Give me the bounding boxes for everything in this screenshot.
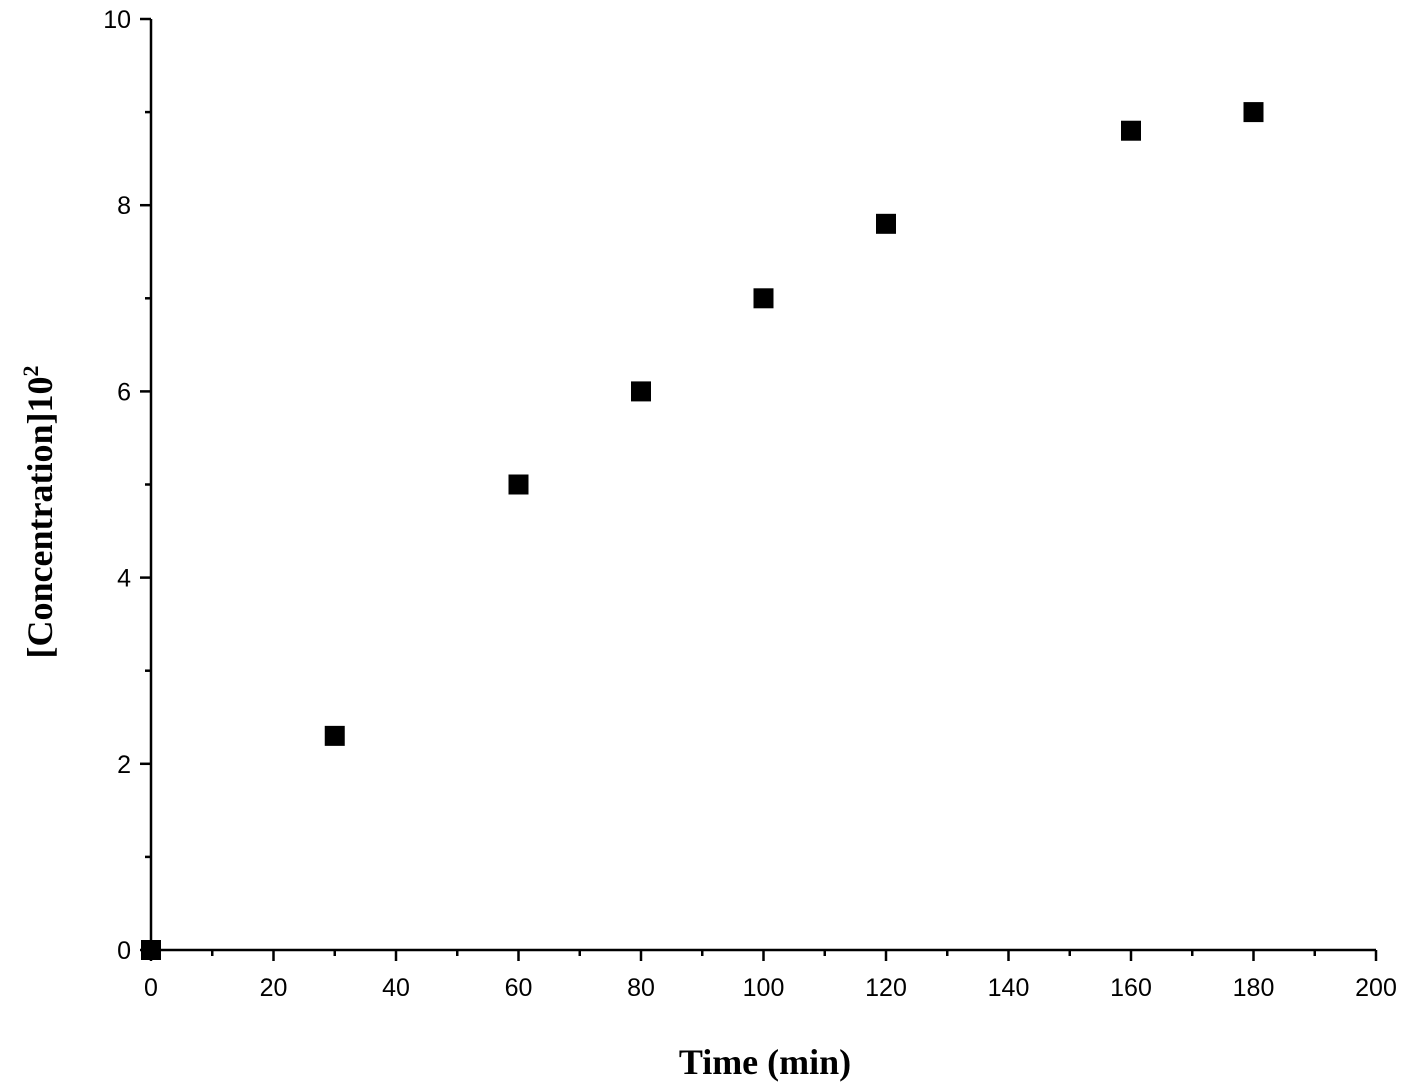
- y-tick-label: 6: [117, 378, 131, 406]
- data-points: [141, 102, 1264, 960]
- y-tick-label: 2: [117, 751, 131, 779]
- data-point: [324, 725, 345, 746]
- data-point: [141, 940, 161, 960]
- data-point: [753, 288, 774, 309]
- x-tick-label: 80: [627, 974, 655, 1002]
- x-tick-label: 160: [1110, 974, 1152, 1002]
- x-tick-label: 120: [865, 974, 907, 1002]
- data-point: [876, 213, 896, 234]
- x-tick-label: 0: [144, 974, 158, 1002]
- x-tick-label: 60: [505, 974, 533, 1002]
- y-axis-title: [Concentration]102: [18, 366, 60, 659]
- x-axis-tick-labels: 0 20 40 60 80 100 120 140 160 180 200: [144, 974, 1397, 1002]
- x-tick-label: 140: [988, 974, 1030, 1002]
- x-axis-ticks: [149, 950, 1378, 961]
- y-tick-label: 8: [117, 192, 131, 220]
- x-tick-label: 40: [382, 974, 410, 1002]
- data-point: [631, 381, 651, 402]
- data-point: [1121, 120, 1141, 141]
- x-tick-label: 180: [1233, 974, 1275, 1002]
- data-point: [508, 474, 529, 495]
- y-tick-label: 10: [103, 6, 131, 34]
- y-tick-label: 0: [117, 937, 131, 965]
- y-axis-ticks: [140, 17, 151, 952]
- y-tick-label: 4: [117, 565, 131, 593]
- x-tick-label: 100: [743, 974, 785, 1002]
- axes: [149, 19, 1376, 952]
- x-axis-title: Time (min): [679, 1042, 851, 1082]
- data-point: [1243, 102, 1264, 123]
- y-axis-tick-labels: 0 2 4 6 8 10: [103, 6, 131, 965]
- x-tick-label: 20: [260, 974, 288, 1002]
- y-axis-title-superscript: 2: [18, 366, 43, 377]
- y-axis-title-main: [Concentration]10: [20, 377, 60, 659]
- x-tick-label: 200: [1355, 974, 1397, 1002]
